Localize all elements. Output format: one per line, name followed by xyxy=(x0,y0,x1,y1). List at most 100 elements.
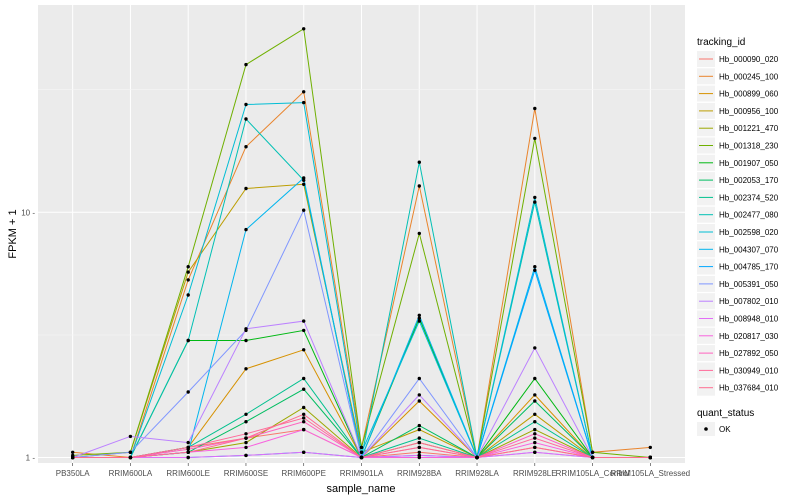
data-point xyxy=(302,328,306,333)
data-point xyxy=(244,62,248,67)
shape-legend-label: OK xyxy=(719,425,731,434)
legend-label: Hb_037684_010 xyxy=(719,384,779,393)
x-tick-label: RRIM600SE xyxy=(224,469,268,478)
data-point xyxy=(71,450,75,454)
x-axis-title: sample_name xyxy=(326,483,395,495)
data-point xyxy=(417,399,421,403)
data-point xyxy=(302,427,306,432)
data-point xyxy=(244,367,248,371)
data-point xyxy=(417,450,421,454)
data-point xyxy=(244,412,248,416)
data-point xyxy=(244,227,248,232)
data-point xyxy=(417,427,421,432)
data-point xyxy=(359,455,364,460)
data-point xyxy=(533,420,537,424)
data-point xyxy=(186,338,190,343)
data-point xyxy=(359,445,364,450)
y-tick-label: 10 - xyxy=(21,208,35,217)
data-point xyxy=(533,399,537,403)
data-point xyxy=(302,376,306,381)
data-point xyxy=(417,393,421,397)
data-point xyxy=(186,265,190,269)
data-point xyxy=(186,278,190,282)
data-point xyxy=(533,450,537,454)
x-tick-label: RRIM600PE xyxy=(281,469,325,478)
data-point xyxy=(417,316,421,320)
data-point xyxy=(590,455,595,460)
x-tick-label: RRIM600LE xyxy=(166,469,210,478)
data-point xyxy=(71,455,75,460)
legend-label: Hb_000899_060 xyxy=(719,90,779,99)
data-point xyxy=(533,268,537,272)
legend-label: Hb_002053_170 xyxy=(719,176,779,185)
data-point xyxy=(417,184,421,188)
x-tick-label: RRIM901LA xyxy=(340,469,384,478)
data-point xyxy=(302,27,306,31)
data-point xyxy=(417,445,421,450)
data-point xyxy=(244,102,248,107)
data-point xyxy=(417,313,421,317)
data-point xyxy=(244,445,248,450)
data-point xyxy=(533,436,537,440)
legend-label: Hb_005391_050 xyxy=(719,280,779,289)
data-point xyxy=(417,319,421,323)
data-point xyxy=(533,376,537,381)
data-point xyxy=(533,427,537,432)
data-point xyxy=(533,445,537,450)
data-point xyxy=(244,453,248,458)
data-point xyxy=(244,338,248,343)
legend-label: Hb_001907_050 xyxy=(719,159,779,168)
legend-label: Hb_002477_080 xyxy=(719,211,779,220)
legend-label: Hb_008948_010 xyxy=(719,315,779,324)
data-point xyxy=(533,412,537,416)
data-point xyxy=(244,117,248,121)
data-point xyxy=(302,420,306,424)
x-tick-label: RRIM105LA_Stressed xyxy=(611,469,691,478)
legend: tracking_id quant_status OK Hb_000090_02… xyxy=(697,37,779,436)
data-point xyxy=(417,440,421,445)
data-point xyxy=(417,423,421,428)
data-point xyxy=(186,270,190,274)
data-point xyxy=(302,319,306,323)
data-point xyxy=(533,106,537,111)
x-tick-label: RRIM105LA_Control xyxy=(556,469,630,478)
data-point xyxy=(244,145,248,149)
data-point xyxy=(533,432,537,436)
x-tick-label: PB350LA xyxy=(56,469,90,478)
legend-label: Hb_000956_100 xyxy=(719,107,779,116)
legend-label: Hb_020817_030 xyxy=(719,332,779,341)
x-tick-label: RRIM600LA xyxy=(109,469,153,478)
data-point xyxy=(244,186,248,191)
data-point xyxy=(302,405,306,410)
data-point xyxy=(128,434,133,439)
data-point xyxy=(302,182,306,186)
legend-label: Hb_000090_020 xyxy=(719,55,779,64)
y-tick-label: 1 - xyxy=(26,454,36,463)
data-point xyxy=(128,455,133,460)
legend-label: Hb_030949_010 xyxy=(719,366,779,375)
legend-label: Hb_004307_070 xyxy=(719,245,779,254)
legend-label: Hb_007802_010 xyxy=(719,297,779,306)
series-points xyxy=(71,27,652,460)
data-point xyxy=(590,450,595,454)
data-point xyxy=(302,387,306,391)
legend-label: Hb_001221_470 xyxy=(719,124,779,133)
data-point xyxy=(186,445,190,450)
axes: 1 - 10 - PB350LA RRIM600LA RRIM600LE RRIM600S… xyxy=(21,208,690,478)
data-point xyxy=(302,176,306,180)
data-point xyxy=(533,393,537,397)
data-point xyxy=(244,436,248,440)
legend-label: Hb_002374_520 xyxy=(719,193,779,202)
legend-label: Hb_004785_170 xyxy=(719,263,779,272)
data-point xyxy=(302,412,306,416)
data-point xyxy=(533,136,537,141)
data-point xyxy=(359,450,364,454)
data-point xyxy=(186,390,190,394)
data-point xyxy=(128,450,133,454)
data-point xyxy=(302,208,306,212)
data-point xyxy=(244,440,248,445)
x-tick-label: RRIM928LE xyxy=(513,469,557,478)
data-point xyxy=(533,440,537,445)
legend-title: tracking_id xyxy=(697,37,745,48)
x-tick-label: RRIM928LA xyxy=(455,469,499,478)
